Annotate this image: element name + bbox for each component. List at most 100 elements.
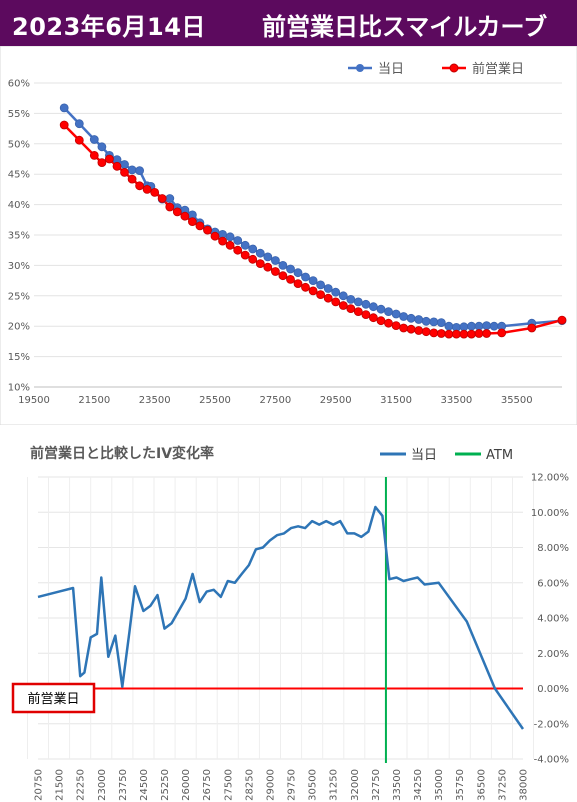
series-point-1 (323, 293, 333, 303)
legend-atm-label: ATM (486, 448, 513, 463)
x-tick-label: 23500 (139, 395, 171, 406)
x-tick-label: 33500 (440, 395, 472, 406)
y-tick-label: 45% (8, 170, 30, 181)
legend-today-label: 当日 (411, 448, 437, 463)
series-point-1 (293, 279, 303, 289)
iv-change-chart: 前営業日と比較したIV変化率 当日 ATM 12.00% 10.00% 8.00% 6… (0, 425, 577, 802)
series-point-1 (368, 313, 378, 323)
y-tick-label: 4.00% (537, 614, 569, 625)
series-point-1 (203, 225, 212, 235)
series-point-0 (474, 321, 484, 331)
series-point-0 (135, 166, 145, 175)
series-point-1 (225, 240, 235, 250)
series-point-0 (240, 240, 250, 250)
x-tick-label: 36500 (476, 769, 487, 801)
x-tick-label: 25500 (199, 395, 231, 406)
y-tick-label: 2.00% (537, 649, 569, 660)
series-point-1 (316, 290, 326, 300)
chart2-frame (0, 425, 577, 802)
x-tick-label: 29000 (266, 769, 277, 801)
x-tick-label: 32750 (371, 769, 382, 801)
y-tick-label: 6.00% (537, 578, 569, 589)
x-tick-label: 26750 (202, 769, 213, 801)
series-point-1 (127, 174, 137, 184)
y-tick-label: 10.00% (531, 508, 569, 519)
x-tick-label: 29750 (287, 769, 298, 801)
series-point-1 (406, 324, 416, 334)
series-point-1 (150, 187, 160, 197)
series-point-1 (120, 168, 129, 177)
series-point-1 (338, 301, 348, 310)
series-point-0 (444, 321, 454, 331)
x-tick-label: 26000 (181, 769, 192, 801)
series-point-1 (180, 211, 190, 221)
chart2-y-ticks: 12.00% 10.00% 8.00% 6.00% 4.00% 2.00% 0.00% -2.… (531, 473, 569, 766)
series-point-0 (59, 103, 69, 113)
series-point-0 (120, 160, 129, 169)
series-point-1 (444, 329, 454, 339)
series-point-0 (338, 291, 348, 301)
y-tick-label: 30% (8, 261, 30, 272)
series-point-0 (89, 135, 99, 144)
x-tick-label: 25250 (160, 769, 171, 801)
series-point-0 (127, 165, 137, 175)
series-point-1 (270, 267, 280, 276)
legend-prev-marker (449, 63, 459, 73)
series-point-0 (361, 299, 371, 309)
series-point-1 (346, 304, 356, 314)
series-point-0 (421, 316, 431, 326)
x-tick-label: 23000 (97, 769, 108, 801)
y-tick-label: 50% (8, 139, 30, 150)
y-tick-label: 60% (8, 79, 30, 90)
x-tick-label: 38000 (519, 769, 530, 801)
x-tick-label: 24500 (139, 769, 150, 801)
x-tick-label: 29500 (320, 395, 352, 406)
chart1-y-ticks: 10% 15% 20% 25% 30% 35% 40% 45% 50% 55% 60% (8, 79, 30, 394)
series-point-0 (97, 142, 107, 152)
y-tick-label: 10% (8, 383, 30, 394)
series-point-0 (429, 317, 439, 327)
reference-label-text: 前営業日 (27, 691, 79, 707)
series-point-0 (436, 318, 446, 328)
y-tick-label: -2.00% (534, 719, 569, 730)
x-tick-label: 21500 (55, 769, 66, 801)
series-point-1 (165, 202, 175, 212)
series-point-1 (467, 329, 476, 339)
series-point-1 (218, 236, 228, 246)
series-point-0 (233, 236, 243, 245)
series-point-1 (384, 318, 393, 328)
series-point-1 (210, 231, 220, 241)
series-point-1 (172, 207, 182, 217)
series-point-1 (399, 323, 409, 333)
series-point-1 (301, 282, 310, 292)
x-tick-label: 27500 (223, 769, 234, 801)
series-point-0 (323, 284, 333, 293)
iv-change-line (37, 505, 525, 730)
x-tick-label: 35750 (455, 769, 466, 801)
y-tick-label: 25% (8, 291, 30, 302)
series-point-0 (270, 256, 280, 265)
series-point-0 (399, 312, 409, 321)
series-point-1 (112, 161, 122, 171)
y-tick-label: 0.00% (537, 684, 569, 695)
series-point-1 (451, 329, 461, 339)
series-point-1 (263, 262, 273, 272)
series-point-1 (233, 245, 243, 255)
header-bar: 2023年6月14日 前営業日比スマイルカーブ (0, 0, 577, 46)
series-point-0 (331, 287, 341, 297)
x-tick-label: 21500 (78, 395, 110, 406)
chart1-legend: 当日 前営業日 (348, 61, 524, 77)
series-point-1 (414, 326, 424, 335)
series-point-0 (459, 322, 469, 332)
x-tick-label: 35000 (434, 769, 445, 801)
chart1-series (59, 103, 567, 339)
series-point-1 (497, 328, 507, 338)
x-tick-label: 35500 (501, 395, 533, 406)
series-point-1 (97, 158, 107, 167)
series-point-0 (406, 313, 416, 323)
series-point-1 (142, 184, 152, 194)
series-point-0 (353, 297, 363, 307)
series-point-0 (286, 264, 295, 274)
series-point-1 (308, 286, 318, 296)
series-point-1 (278, 271, 288, 281)
